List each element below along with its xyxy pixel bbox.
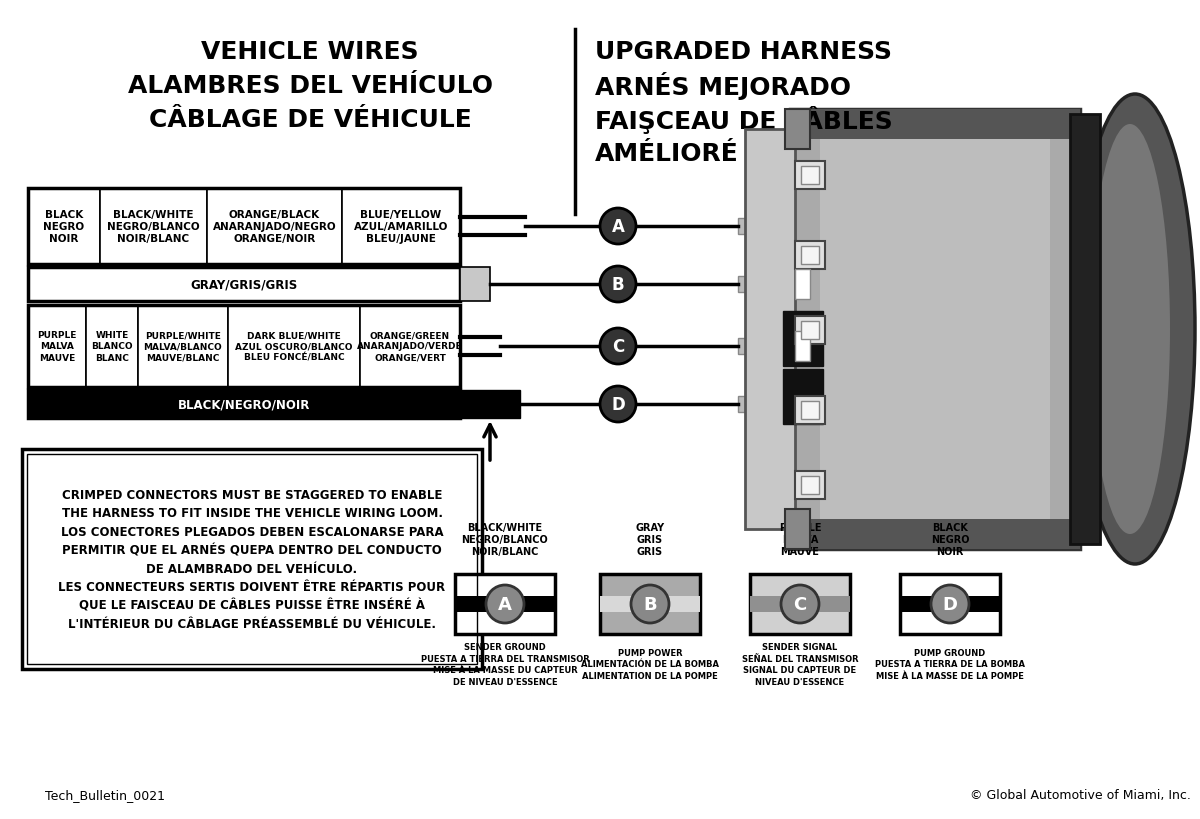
Text: BLACK/WHITE
NEGRO/BLANCO
NOIR/BLANC: BLACK/WHITE NEGRO/BLANCO NOIR/BLANC [107, 210, 200, 244]
Bar [28, 305, 460, 387]
Ellipse shape [631, 586, 670, 623]
Text: C: C [612, 337, 624, 355]
Bar [790, 519, 1080, 550]
Bar [785, 110, 810, 150]
Bar [460, 268, 490, 301]
Text: PURPLE/WHITE
MALVA/BLANCO
MAUVE/BLANC: PURPLE/WHITE MALVA/BLANCO MAUVE/BLANC [144, 331, 222, 362]
Ellipse shape [931, 586, 970, 623]
Bar [796, 162, 826, 190]
Bar [790, 110, 1080, 550]
Bar [802, 322, 818, 340]
Bar [28, 188, 100, 265]
Bar [802, 247, 818, 265]
Bar [802, 477, 818, 495]
Ellipse shape [781, 586, 818, 623]
Bar [600, 596, 700, 613]
Bar [22, 450, 482, 669]
Bar [790, 110, 1080, 140]
Bar [342, 188, 460, 265]
Bar [796, 242, 826, 269]
Text: C: C [793, 595, 806, 613]
Bar [750, 574, 850, 634]
Bar [738, 396, 745, 413]
Bar [28, 455, 478, 664]
Bar [750, 596, 850, 613]
Bar [738, 277, 745, 292]
Text: ORANGE/GREEN
ANARANJADO/VERDE
ORANGE/VERT: ORANGE/GREEN ANARANJADO/VERDE ORANGE/VER… [358, 331, 463, 362]
Text: BLACK/WHITE
NEGRO/BLANCO
NOIR/BLANC: BLACK/WHITE NEGRO/BLANCO NOIR/BLANC [462, 522, 548, 557]
Text: GRAY
GRIS
GRIS: GRAY GRIS GRIS [636, 522, 665, 557]
Bar [738, 219, 745, 235]
Text: PURPLE
MALVA
MAUVE: PURPLE MALVA MAUVE [37, 331, 77, 362]
Text: PUMP POWER
ALIMENTACIÓN DE LA BOMBA
ALIMENTATION DE LA POMPE: PUMP POWER ALIMENTACIÓN DE LA BOMBA ALIM… [581, 648, 719, 681]
Text: A: A [612, 218, 624, 236]
Bar [745, 130, 796, 529]
Bar [100, 188, 208, 265]
Text: D: D [611, 396, 625, 414]
Text: D: D [942, 595, 958, 613]
Bar [784, 311, 823, 367]
Text: © Global Automotive of Miami, Inc.: © Global Automotive of Miami, Inc. [970, 788, 1190, 801]
Text: BLUE/YELLOW
AZUL/AMARILLO
BLEU/JAUNE: BLUE/YELLOW AZUL/AMARILLO BLEU/JAUNE [354, 210, 448, 244]
Bar [784, 369, 823, 424]
Text: BLACK/NEGRO/NOIR: BLACK/NEGRO/NOIR [178, 398, 310, 411]
Text: CÂBLAGE DE VÉHICULE: CÂBLAGE DE VÉHICULE [149, 108, 472, 132]
Bar [28, 188, 460, 265]
Text: DARK BLUE/WHITE
AZUL OSCURO/BLANCO
BLEU FONCÉ/BLANC: DARK BLUE/WHITE AZUL OSCURO/BLANCO BLEU … [235, 331, 353, 362]
Text: A: A [498, 595, 512, 613]
Bar [600, 574, 700, 634]
Bar [1070, 115, 1100, 545]
Text: BLACK
NEGRO
NOIR: BLACK NEGRO NOIR [43, 210, 84, 244]
Bar [86, 305, 138, 387]
Bar [796, 332, 810, 361]
Ellipse shape [486, 586, 524, 623]
Text: BLACK
NEGRO
NOIR: BLACK NEGRO NOIR [931, 522, 970, 557]
Text: AMÉLIORÉ: AMÉLIORÉ [595, 142, 739, 165]
Bar [802, 401, 818, 419]
Text: SENDER SIGNAL
SEÑAL DEL TRANSMISOR
SIGNAL DU CAPTEUR DE
NIVEAU D'ESSENCE: SENDER SIGNAL SEÑAL DEL TRANSMISOR SIGNA… [742, 642, 858, 686]
Text: ARNÉS MEJORADO: ARNÉS MEJORADO [595, 72, 851, 100]
Bar [900, 574, 1000, 634]
Bar [28, 305, 86, 387]
Bar [796, 396, 826, 424]
Bar [360, 305, 460, 387]
Bar [455, 596, 554, 613]
Bar [208, 188, 342, 265]
Text: Tech_Bulletin_0021: Tech_Bulletin_0021 [46, 788, 166, 801]
Bar [796, 472, 826, 500]
Text: ORANGE/BLACK
ANARANJADO/NEGRO
ORANGE/NOIR: ORANGE/BLACK ANARANJADO/NEGRO ORANGE/NOI… [212, 210, 336, 244]
Ellipse shape [1090, 124, 1170, 534]
Bar [28, 391, 460, 419]
Text: B: B [643, 595, 656, 613]
Circle shape [600, 387, 636, 423]
Text: PURPLE
MALVA
MAUVE: PURPLE MALVA MAUVE [779, 522, 821, 557]
Text: PUMP GROUND
PUESTA A TIERRA DE LA BOMBA
MISE À LA MASSE DE LA POMPE: PUMP GROUND PUESTA A TIERRA DE LA BOMBA … [875, 648, 1025, 681]
Text: GRAY/GRIS/GRIS: GRAY/GRIS/GRIS [191, 278, 298, 291]
Ellipse shape [1075, 95, 1195, 564]
Circle shape [600, 328, 636, 364]
Text: SENDER GROUND
PUESTA A TIERRA DEL TRANSMISOR
MISE À LA MASSE DU CAPTEUR
DE NIVEA: SENDER GROUND PUESTA A TIERRA DEL TRANSM… [421, 642, 589, 686]
Text: VEHICLE WIRES: VEHICLE WIRES [202, 40, 419, 64]
Bar [460, 391, 520, 419]
Text: B: B [612, 276, 624, 294]
Text: FAIŞCEAU DE CÂBLES: FAIŞCEAU DE CÂBLES [595, 106, 893, 133]
Text: ALAMBRES DEL VEHÍCULO: ALAMBRES DEL VEHÍCULO [127, 74, 492, 98]
Text: WHITE
BLANCO
BLANC: WHITE BLANCO BLANC [91, 331, 133, 362]
Bar [796, 269, 810, 300]
Bar [738, 338, 745, 355]
Bar [900, 596, 1000, 613]
Circle shape [600, 267, 636, 303]
Text: UPGRADED HARNESS: UPGRADED HARNESS [595, 40, 892, 64]
Bar [455, 574, 554, 634]
Bar [802, 167, 818, 185]
Text: CRIMPED CONNECTORS MUST BE STAGGERED TO ENABLE
THE HARNESS TO FIT INSIDE THE VEH: CRIMPED CONNECTORS MUST BE STAGGERED TO … [59, 488, 445, 631]
Bar [796, 317, 826, 345]
Bar [138, 305, 228, 387]
Bar [785, 509, 810, 550]
Bar [820, 120, 1050, 540]
Bar [28, 268, 460, 301]
Circle shape [600, 209, 636, 245]
Bar [228, 305, 360, 387]
